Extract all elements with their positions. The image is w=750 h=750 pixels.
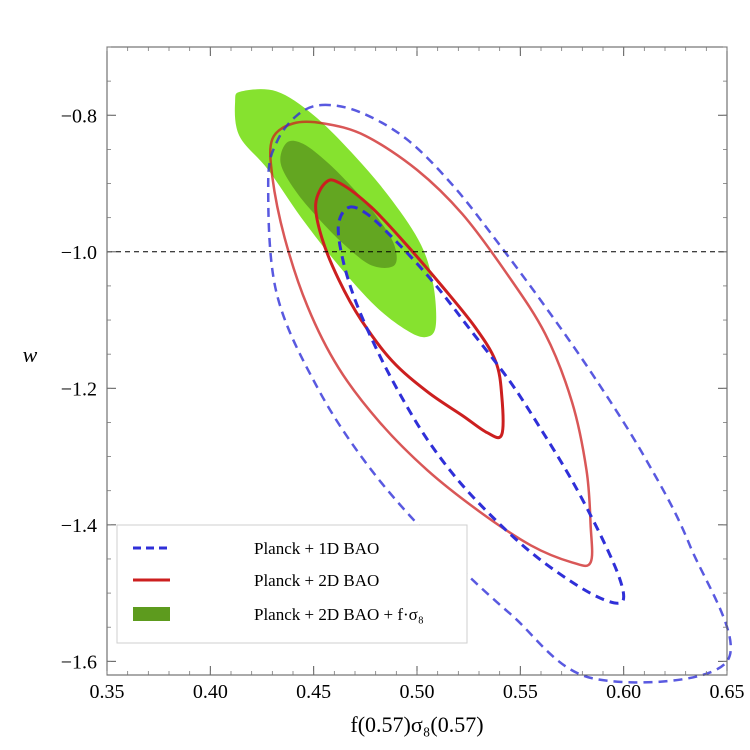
x-tick-label: 0.45: [296, 681, 331, 703]
x-tick-label: 0.55: [503, 681, 538, 703]
legend-box: [116, 524, 468, 644]
contour-2d-bao-95: [269, 120, 594, 568]
x-tick-label: 0.50: [400, 681, 435, 703]
legend-label-planck-2d-bao-fsigma8: Planck + 2D BAO + f·σ₈: [254, 605, 424, 624]
x-tick-label: 0.60: [606, 681, 641, 703]
contour-1d-bao-95: [266, 103, 733, 684]
x-tick-label: 0.35: [90, 681, 125, 703]
legend: Planck + 1D BAO Planck + 2D BAO Planck +…: [116, 524, 468, 644]
y-tick-label: −1.0: [61, 242, 97, 264]
y-tick-label: −1.2: [61, 378, 97, 400]
y-axis-label: w: [23, 342, 38, 367]
x-axis-label: f(0.57)σ₈(0.57): [350, 712, 483, 737]
y-tick-label: −1.6: [61, 651, 97, 673]
tick-layer: 0.35 0.40 0.45 0.50 0.55 0.60 0.65 −0.8 −1.0 −1.2…: [61, 46, 745, 703]
contour-fsigma8-68: [280, 140, 397, 268]
contour-2d-bao-68: [314, 178, 505, 440]
x-tick-label: 0.65: [710, 681, 745, 703]
x-tick-label: 0.40: [193, 681, 228, 703]
legend-label-planck-1d-bao: Planck + 1D BAO: [254, 539, 379, 558]
legend-label-planck-2d-bao: Planck + 2D BAO: [254, 571, 379, 590]
contour-1d-bao-68: [336, 205, 626, 605]
y-tick-label: −1.4: [61, 515, 97, 537]
legend-swatch-planck-2d-bao-fsigma8: [133, 607, 170, 621]
y-tick-label: −0.8: [61, 105, 97, 127]
contour-layer: [234, 89, 733, 684]
